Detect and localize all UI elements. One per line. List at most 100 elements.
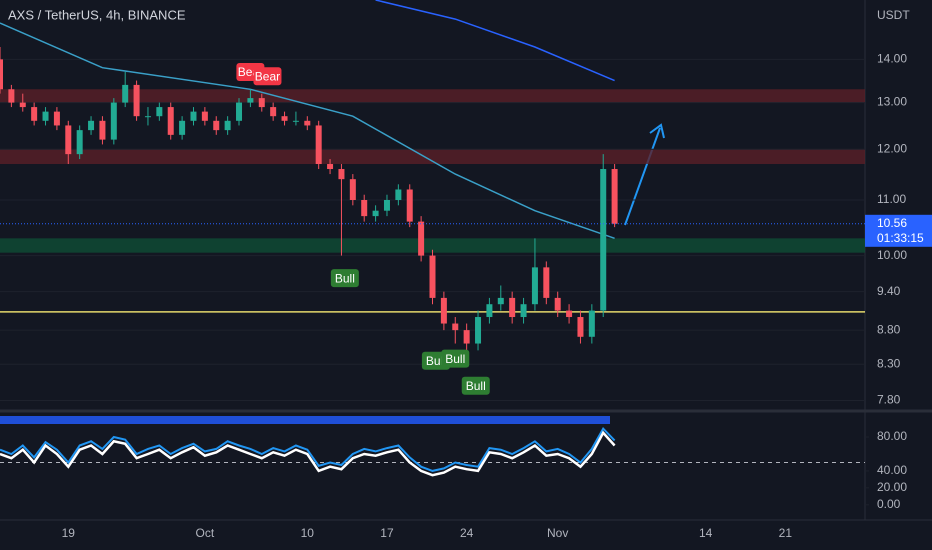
candle-body bbox=[53, 111, 60, 126]
countdown: 01:33:15 bbox=[877, 231, 924, 245]
candle-body bbox=[304, 120, 311, 126]
candle-body bbox=[122, 84, 129, 103]
candle-body bbox=[600, 169, 607, 311]
candle-body bbox=[236, 102, 243, 121]
candle-body bbox=[361, 199, 368, 217]
annotation: Bull bbox=[466, 379, 486, 393]
zone bbox=[0, 149, 865, 165]
x-tick-label: 21 bbox=[779, 526, 793, 540]
annotation: Bull bbox=[426, 354, 446, 368]
arrow bbox=[624, 123, 665, 226]
y-tick-label: 80.00 bbox=[877, 429, 907, 443]
x-tick-label: 24 bbox=[460, 526, 474, 540]
candle-body bbox=[31, 107, 38, 121]
candle-body bbox=[554, 297, 561, 311]
candle-body bbox=[88, 120, 95, 131]
candle-body bbox=[463, 330, 470, 344]
y-tick-label: 11.00 bbox=[877, 192, 906, 206]
candle-body bbox=[258, 98, 265, 108]
candle-body bbox=[292, 120, 299, 122]
x-tick-label: Oct bbox=[196, 526, 215, 540]
x-tick-label: 14 bbox=[699, 526, 713, 540]
oscillator-band bbox=[0, 416, 610, 424]
candle-body bbox=[179, 120, 186, 135]
line-series bbox=[0, 426, 616, 472]
candle-body bbox=[452, 323, 459, 331]
line-series bbox=[0, 22, 615, 240]
candle-body bbox=[144, 116, 151, 118]
annotation-box bbox=[461, 376, 490, 395]
candle-body bbox=[520, 304, 527, 318]
candle-body bbox=[201, 111, 208, 121]
line-series bbox=[375, 0, 615, 82]
x-tick-label: 19 bbox=[62, 526, 76, 540]
y-tick-label: 10.00 bbox=[877, 248, 907, 262]
candle-body bbox=[611, 169, 618, 224]
candle-body bbox=[156, 107, 163, 117]
candle-body bbox=[497, 297, 504, 305]
price-label-box bbox=[865, 214, 932, 247]
candle-body bbox=[0, 59, 3, 90]
y-tick-label: 13.00 bbox=[877, 95, 907, 109]
candle-body bbox=[588, 310, 595, 337]
y-tick-label: 20.00 bbox=[877, 480, 907, 494]
y-tick-label: 40.00 bbox=[877, 463, 907, 477]
annotation-box bbox=[253, 67, 282, 86]
candle-body bbox=[509, 297, 516, 318]
y-tick-label: 9.40 bbox=[877, 284, 901, 298]
candle-body bbox=[372, 210, 379, 217]
annotation-box bbox=[330, 269, 359, 288]
candle-body bbox=[440, 297, 447, 324]
candle-body bbox=[418, 221, 425, 256]
candle-body bbox=[167, 107, 174, 135]
x-tick-label: 17 bbox=[380, 526, 394, 540]
candle-body bbox=[8, 89, 15, 103]
candle-body bbox=[395, 189, 402, 200]
candle-body bbox=[224, 120, 231, 131]
candle-body bbox=[338, 169, 345, 180]
candle-body bbox=[133, 84, 140, 117]
candle-body bbox=[327, 164, 334, 170]
annotation: Bear bbox=[255, 69, 280, 83]
candle-body bbox=[99, 120, 106, 140]
candle-body bbox=[281, 116, 288, 121]
candle-body bbox=[577, 317, 584, 337]
annotation-box bbox=[441, 349, 470, 368]
y-tick-label: 8.30 bbox=[877, 356, 901, 370]
candle-body bbox=[543, 267, 550, 298]
candle-body bbox=[247, 98, 254, 103]
line-series bbox=[0, 430, 616, 477]
candle-body bbox=[213, 120, 220, 131]
candle-body bbox=[349, 179, 356, 200]
x-tick-label: Nov bbox=[547, 526, 568, 540]
candle-body bbox=[76, 130, 83, 155]
x-tick-label: 10 bbox=[301, 526, 315, 540]
candle-body bbox=[383, 199, 390, 211]
candle-body bbox=[42, 111, 49, 121]
candle-body bbox=[270, 107, 277, 117]
candle-body bbox=[315, 125, 322, 165]
candle-body bbox=[566, 310, 573, 318]
annotation: Bull bbox=[445, 352, 465, 366]
zone bbox=[0, 238, 865, 253]
candle-body bbox=[65, 125, 72, 155]
y-tick-label: 8.80 bbox=[877, 322, 901, 336]
candle-body bbox=[486, 304, 493, 318]
candle-body bbox=[429, 255, 436, 298]
price-label: 10.56 bbox=[877, 216, 907, 230]
candle-body bbox=[190, 111, 197, 121]
zone bbox=[0, 89, 865, 103]
candle-body bbox=[475, 317, 482, 344]
candle-body bbox=[531, 267, 538, 305]
y-tick-label: 14.00 bbox=[877, 52, 907, 66]
candle-body bbox=[110, 102, 117, 140]
y-axis-label: USDT bbox=[877, 8, 910, 22]
candle-body bbox=[19, 102, 26, 108]
candle-body bbox=[406, 189, 413, 222]
y-tick-label: 7.80 bbox=[877, 393, 901, 407]
annotation: Bull bbox=[335, 271, 355, 285]
y-tick-label: 12.00 bbox=[877, 141, 907, 155]
chart-title: AXS / TetherUS, 4h, BINANCE bbox=[8, 7, 186, 22]
